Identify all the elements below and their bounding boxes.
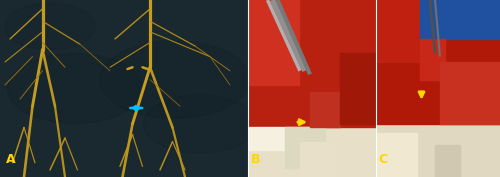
Bar [248, 127, 308, 150]
Bar [420, 39, 445, 80]
Ellipse shape [100, 41, 250, 119]
Text: A: A [6, 153, 16, 166]
Bar [310, 92, 340, 127]
Bar [377, 124, 500, 177]
Bar [435, 145, 460, 177]
Ellipse shape [8, 53, 142, 124]
Bar [377, 133, 417, 177]
Ellipse shape [5, 3, 95, 50]
Bar [377, 0, 500, 124]
Bar [248, 127, 376, 177]
Text: C: C [378, 153, 388, 166]
Bar [420, 0, 500, 39]
Text: B: B [251, 153, 260, 166]
Bar [0, 0, 248, 177]
Bar [300, 142, 335, 177]
Bar [285, 127, 325, 168]
Bar [248, 0, 376, 127]
Bar [248, 0, 298, 85]
Bar [340, 53, 375, 124]
Ellipse shape [144, 95, 256, 153]
Bar [377, 0, 427, 62]
Bar [440, 62, 500, 124]
